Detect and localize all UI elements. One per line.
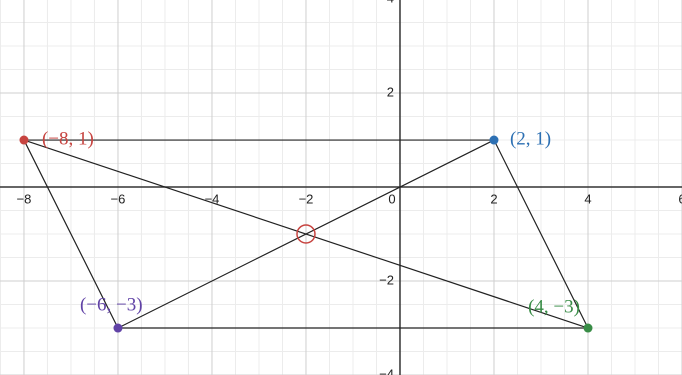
x-tick-label: 6 <box>678 191 682 206</box>
point <box>489 135 499 145</box>
point-label: (−8, 1) <box>42 128 94 149</box>
x-tick-label: 0 <box>388 191 395 206</box>
point <box>19 135 29 145</box>
x-tick-label: 2 <box>490 191 497 206</box>
x-tick-label: −4 <box>205 191 220 206</box>
x-tick-label: −6 <box>111 191 126 206</box>
point-label: (−6, −3) <box>80 294 143 315</box>
point-label: (2, 1) <box>510 128 551 149</box>
intersection-marker <box>296 224 316 244</box>
y-tick-label: 2 <box>387 84 394 99</box>
x-tick-label: 4 <box>584 191 591 206</box>
point <box>113 323 123 333</box>
y-tick-label: −4 <box>379 366 394 375</box>
x-tick-label: −2 <box>299 191 314 206</box>
diagonal <box>117 139 495 329</box>
point <box>583 323 593 333</box>
x-tick-label: −8 <box>17 191 32 206</box>
y-tick-label: 4 <box>387 0 394 5</box>
point-label: (4, −3) <box>528 296 580 317</box>
y-tick-label: −2 <box>379 272 394 287</box>
